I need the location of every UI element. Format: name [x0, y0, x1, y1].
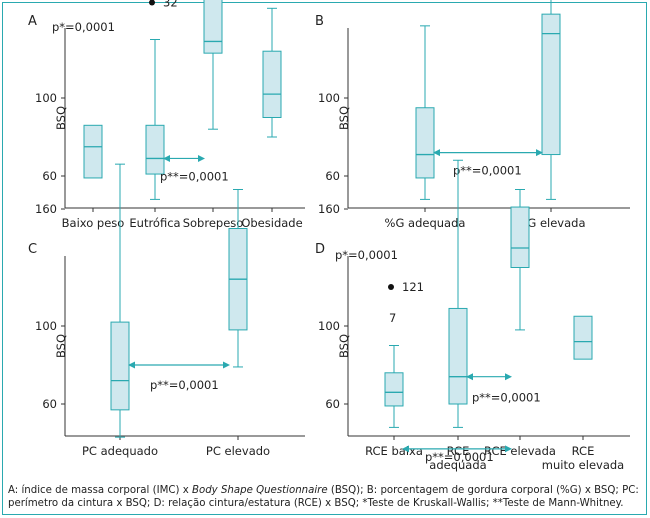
panel-label-b: B: [315, 14, 324, 29]
annotation-a-0: p*=0,0001: [52, 20, 115, 34]
annotation-a-1-arrow-head-left: [163, 154, 170, 162]
x-tick-label-d-0: RCE baixa: [365, 444, 423, 458]
panel-label-a: A: [28, 14, 37, 29]
x-tick-label-b-1: %G elevada: [516, 216, 585, 230]
box-b-1: [541, 13, 561, 156]
y-label-d: BSQ: [337, 334, 351, 358]
x-tick-label-d-3-1: muito elevada: [542, 458, 624, 472]
x-tick-label-a-3: Obesidade: [241, 216, 302, 230]
annotation-b-0: p**=0,0001: [453, 164, 522, 178]
box-b-0: [415, 107, 435, 179]
panel-label-d: D: [315, 242, 325, 257]
box-c-0: [110, 321, 130, 411]
annotation-d-3: p**=0,0001: [425, 450, 494, 464]
annotation-d-1: 7: [389, 311, 396, 325]
annotation-d-2: p**=0,0001: [472, 391, 541, 405]
x-tick-label-d-1-1: adequada: [429, 458, 486, 472]
y-tick-label-c-160: 160: [35, 202, 57, 216]
annotation-d-2-arrow-head-left: [466, 373, 473, 381]
x-tick-label-c-0: PC adequado: [82, 444, 158, 458]
box-d-0: [384, 372, 404, 407]
y-label-c: BSQ: [54, 334, 68, 358]
box-a-1: [145, 124, 165, 175]
outlier-a-0-1: [149, 0, 155, 6]
annotation-d-3-arrow-head-left: [402, 445, 409, 453]
outlier-label-a-0-1: 32: [163, 0, 178, 9]
y-tick-label-d-160: 160: [318, 202, 340, 216]
box-a-0: [83, 124, 103, 179]
annotation-b-0-arrow-head-left: [433, 149, 440, 157]
box-d-1: [448, 307, 468, 405]
outlier-label-d-0-0: 121: [402, 280, 424, 294]
x-tick-label-a-2: Sobrepeso: [183, 216, 244, 230]
y-label-b: BSQ: [337, 106, 351, 130]
annotation-c-0-arrow-head-left: [128, 361, 135, 369]
x-tick-label-a-0: Baixo peso: [62, 216, 125, 230]
x-tick-label-d-1: RCE: [447, 444, 470, 458]
annotation-a-1-arrow-head-right: [198, 154, 205, 162]
box-d-2: [510, 206, 530, 269]
caption-italic: Body Shape Questionnaire: [191, 485, 328, 496]
annotation-d-2-arrow-head-right: [505, 373, 512, 381]
caption-part1: A: índice de massa corporal (IMC) x: [8, 485, 192, 496]
y-tick-label-c-60: 60: [42, 397, 57, 411]
annotation-c-0-arrow-head-right: [223, 361, 230, 369]
y-label-a: BSQ: [54, 106, 68, 130]
y-tick-label-b-60: 60: [325, 169, 340, 183]
caption-part2: (BSQ); B: porcentagem de gordura corpora…: [8, 485, 639, 509]
y-tick-label-d-100: 100: [318, 319, 340, 333]
box-a-2: [203, 0, 223, 54]
box-a-3: [262, 50, 282, 119]
y-tick-label-d-60: 60: [325, 397, 340, 411]
annotation-b-0-arrow-head-right: [536, 149, 543, 157]
y-tick-label-b-100: 100: [318, 91, 340, 105]
annotation-c-0: p**=0,0001: [150, 378, 219, 392]
x-tick-label-b-0: %G adequada: [385, 216, 466, 230]
box-d-3: [573, 315, 593, 360]
x-tick-label-d-2: RCE elevada: [484, 444, 556, 458]
y-tick-label-a-60: 60: [42, 169, 57, 183]
outlier-d-0-0: [388, 284, 394, 290]
annotation-d-3-arrow-head-right: [505, 445, 512, 453]
x-tick-label-c-1: PC elevado: [206, 444, 270, 458]
panel-label-c: C: [28, 242, 37, 257]
figure-caption: A: índice de massa corporal (IMC) x Body…: [8, 485, 642, 510]
y-tick-label-a-100: 100: [35, 91, 57, 105]
x-tick-label-a-1: Eutrófica: [129, 216, 180, 230]
annotation-a-1: p**=0,0001: [160, 169, 229, 183]
annotation-d-0: p*=0,0001: [335, 248, 398, 262]
y-tick-label-c-100: 100: [35, 319, 57, 333]
x-tick-label-d-3: RCE: [572, 444, 595, 458]
